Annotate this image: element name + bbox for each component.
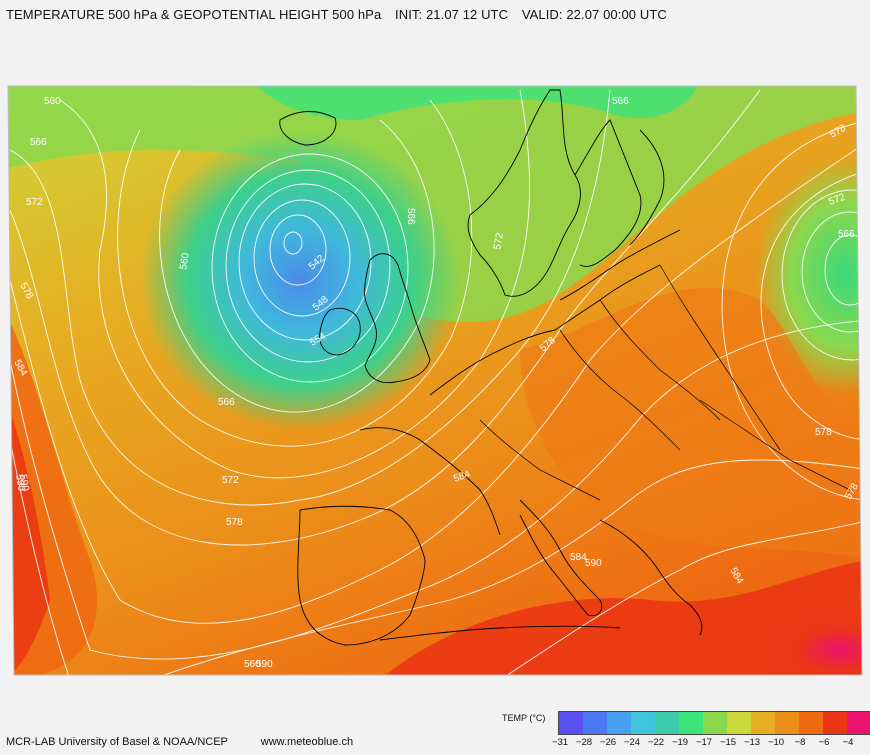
credits-text: MCR-LAB University of Basel & NOAA/NCEP (6, 736, 228, 748)
geopotential-contours (9, 89, 862, 675)
map-frame (7, 85, 863, 676)
contour-label: 560 (244, 659, 261, 670)
map-header: TEMPERATURE 500 hPa & GEOPOTENTIAL HEIGH… (6, 7, 677, 22)
legend-swatch (559, 712, 583, 734)
source-url[interactable]: www.meteoblue.ch (260, 736, 354, 748)
legend-title: TEMP (°C) (502, 713, 546, 723)
init-time: INIT: 21.07 12 UTC (395, 7, 509, 22)
legend-swatch (679, 712, 703, 734)
legend-swatch (607, 712, 631, 734)
legend-swatch (847, 712, 870, 734)
legend-swatch (655, 712, 679, 734)
contour-label: 584 (570, 552, 587, 563)
temperature-field (8, 86, 862, 675)
legend-tick: −6 (818, 737, 830, 748)
legend-tick: −31 (551, 737, 569, 748)
map-footer: MCR-LAB University of Basel & NOAA/NCEP … (6, 736, 353, 748)
legend-tick: −13 (743, 737, 761, 748)
legend-tick: −26 (599, 737, 617, 748)
legend-swatch (631, 712, 655, 734)
contour-label: 590 (17, 474, 31, 493)
contour-label: 560 (44, 96, 61, 107)
legend-ticks: −31 −28 −26 −24 −22 −19 −17 −15 −13 −10 −8 −6 −4 (548, 737, 860, 748)
temperature-legend (558, 711, 870, 735)
contour-label: 572 (492, 232, 506, 251)
contour-label: 578 (226, 517, 243, 528)
legend-tick: −24 (623, 737, 641, 748)
map-title: TEMPERATURE 500 hPa & GEOPOTENTIAL HEIGH… (6, 7, 382, 22)
contour-label: 572 (222, 475, 239, 486)
legend-tick: −22 (647, 737, 665, 748)
valid-time: VALID: 22.07 00:00 UTC (521, 7, 667, 22)
contour-label: 578 (815, 427, 832, 438)
contour-label: 566 (218, 397, 235, 408)
legend-tick: −10 (767, 737, 785, 748)
legend-swatch (703, 712, 727, 734)
legend-tick: −4 (842, 737, 854, 748)
legend-tick: −17 (695, 737, 713, 748)
contour-label: 566 (612, 96, 629, 107)
contour-label: 566 (405, 208, 416, 225)
contour-label: 566 (30, 137, 47, 148)
legend-tick: −28 (575, 737, 593, 748)
contour-label: 590 (13, 474, 27, 493)
legend-tick: −15 (719, 737, 737, 748)
contour-label: 590 (585, 558, 602, 569)
contour-label: 566 (838, 229, 855, 240)
coastlines (279, 89, 851, 646)
contour-label: 560 (178, 252, 192, 271)
legend-swatch (799, 712, 823, 734)
legend-swatch (823, 712, 847, 734)
legend-swatch (751, 712, 775, 734)
legend-tick: −19 (671, 737, 689, 748)
legend-tick: −8 (794, 737, 806, 748)
legend-swatch (727, 712, 751, 734)
contour-label: 590 (256, 659, 273, 670)
legend-swatch (775, 712, 799, 734)
contour-label: 572 (26, 197, 43, 208)
legend-swatch (583, 712, 607, 734)
